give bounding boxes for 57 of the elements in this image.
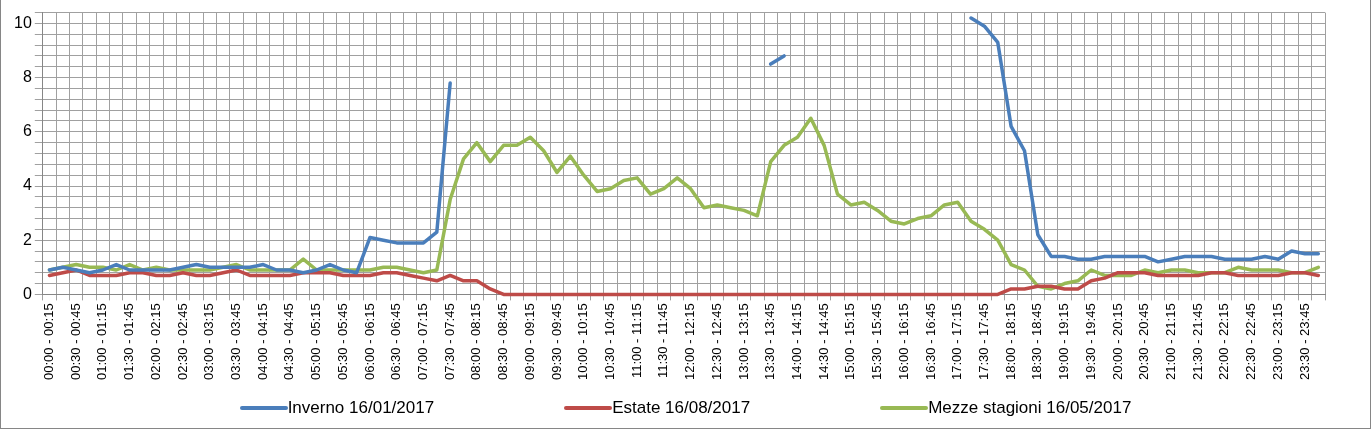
x-tick-label: 11:30 - 11:45 [655, 303, 671, 379]
x-tick-label: 17:00 - 17:15 [949, 303, 965, 381]
x-tick-label: 21:00 - 21:15 [1162, 303, 1178, 381]
x-tick-label: 05:00 - 05:15 [308, 303, 324, 381]
x-tick-label: 14:30 - 14:45 [815, 303, 831, 381]
y-tick-label: 4 [22, 176, 32, 194]
y-tick-label: 8 [22, 68, 32, 86]
x-tick-label: 06:30 - 06:45 [388, 303, 404, 381]
x-tick-label: 14:00 - 14:15 [789, 303, 804, 381]
x-tick-label: 06:00 - 06:15 [361, 303, 377, 381]
x-tick-label: 22:30 - 22:45 [1243, 303, 1259, 381]
x-tick-label: 23:00 - 23:15 [1269, 303, 1285, 381]
x-tick-label: 05:30 - 05:45 [334, 303, 350, 381]
x-tick-label: 02:00 - 02:15 [147, 303, 163, 381]
x-tick-label: 16:30 - 16:45 [922, 303, 938, 381]
y-tick-label: 6 [22, 122, 32, 140]
x-tick-label: 13:00 - 13:15 [735, 303, 751, 381]
x-tick-label: 15:30 - 15:45 [869, 303, 885, 381]
x-tick-label: 07:30 - 07:45 [441, 303, 457, 381]
x-tick-label: 17:30 - 17:45 [975, 303, 991, 381]
x-tick-label: 21:30 - 21:45 [1189, 303, 1205, 381]
x-tick-label: 01:30 - 01:45 [121, 303, 137, 381]
x-tick-label: 04:00 - 04:15 [254, 303, 270, 381]
x-tick-label: 12:30 - 12:45 [708, 303, 724, 381]
y-tick-label: 2 [22, 230, 32, 248]
x-tick-label: 13:30 - 13:45 [762, 303, 778, 381]
x-tick-label: 03:00 - 03:15 [201, 303, 217, 381]
x-tick-label: 12:00 - 12:15 [682, 303, 698, 381]
x-tick-label: 10:00 - 10:15 [575, 303, 591, 381]
x-tick-label: 19:30 - 19:45 [1082, 303, 1098, 381]
x-tick-label: 23:30 - 23:45 [1296, 303, 1312, 381]
x-tick-label: 10:30 - 10:45 [602, 303, 618, 381]
x-tick-label: 00:00 - 00:15 [41, 303, 57, 381]
x-tick-label: 18:30 - 18:45 [1029, 303, 1045, 381]
x-tick-label: 18:00 - 18:15 [1002, 303, 1018, 381]
legend-label: Inverno 16/01/2017 [287, 398, 435, 418]
x-tick-label: 07:00 - 07:15 [415, 303, 431, 381]
legend-label: Estate 16/08/2017 [612, 398, 751, 418]
x-tick-label: 04:30 - 04:45 [281, 303, 297, 381]
x-tick-label: 09:30 - 09:45 [548, 303, 564, 381]
x-tick-label: 08:30 - 08:45 [495, 303, 511, 381]
legend-label: Mezze stagioni 16/05/2017 [928, 398, 1132, 418]
x-tick-label: 19:00 - 19:15 [1056, 303, 1072, 381]
x-tick-label: 00:30 - 00:45 [67, 303, 83, 381]
x-tick-label: 03:30 - 03:45 [228, 303, 244, 381]
x-tick-label: 02:30 - 02:45 [174, 303, 190, 381]
x-tick-label: 11:00 - 11:15 [628, 303, 644, 379]
y-tick-label: 0 [22, 284, 32, 302]
x-tick-label: 20:30 - 20:45 [1136, 303, 1152, 381]
x-tick-label: 16:00 - 16:15 [895, 303, 911, 381]
x-tick-label: 01:00 - 01:15 [94, 303, 110, 381]
x-tick-label: 15:00 - 15:15 [842, 303, 858, 381]
y-tick-label: 10 [14, 13, 32, 31]
x-tick-label: 20:00 - 20:15 [1109, 303, 1125, 381]
x-tick-label: 22:00 - 22:15 [1216, 303, 1232, 381]
x-tick-label: 08:00 - 08:15 [468, 303, 484, 381]
x-tick-label: 09:00 - 09:15 [521, 303, 537, 381]
